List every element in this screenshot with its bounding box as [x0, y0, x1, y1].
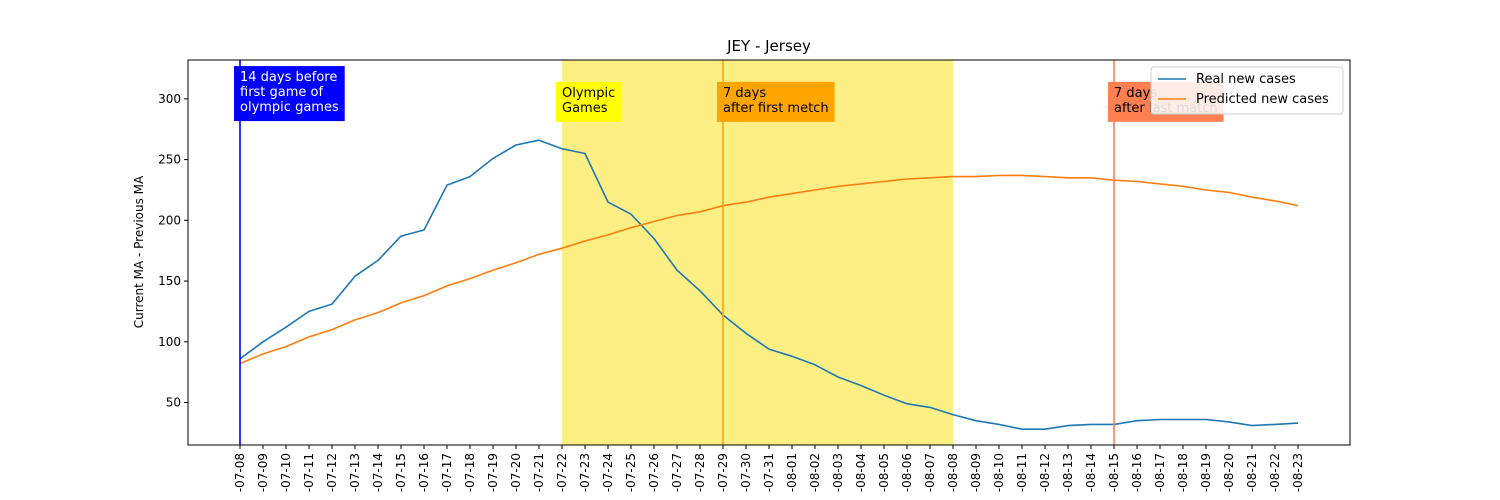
x-tick-label: -07-08: [233, 453, 247, 492]
legend-label-predicted: Predicted new cases: [1196, 92, 1329, 107]
x-tick-label: -08-17: [1153, 453, 1167, 492]
x-tick-label: -07-14: [371, 453, 385, 492]
x-tick-label: -07-23: [578, 453, 592, 492]
legend-frame: [1150, 66, 1344, 115]
x-tick-label: -08-04: [854, 453, 868, 492]
x-tick-label: -08-06: [900, 453, 914, 492]
x-tick-label: -08-01: [785, 453, 799, 492]
legend-label-real: Real new cases: [1196, 72, 1296, 87]
annotation-olympic-games-text: Games: [562, 101, 608, 116]
y-tick-label: 150: [158, 274, 181, 288]
chart-title: JEY - Jersey: [726, 37, 811, 55]
x-tick-label: -08-11: [1015, 453, 1029, 492]
x-tick-label: -08-08: [946, 453, 960, 492]
x-tick-label: -07-16: [417, 453, 431, 492]
series-line-predicted: [239, 174, 1299, 365]
x-tick-label: -07-21: [532, 453, 546, 492]
x-tick-label: -07-25: [624, 453, 638, 492]
annotation-after-first-match-box: [717, 81, 835, 122]
y-axis-label: Current MA - Previous MA: [132, 175, 146, 328]
annotation-after-last-match-text: 7 days: [1114, 86, 1157, 101]
annotation-before-games-text: 14 days before: [240, 70, 337, 85]
x-tick-label: -08-22: [1268, 453, 1282, 492]
annotation-olympic-games-box: [556, 81, 622, 122]
x-tick-label: -08-14: [1084, 453, 1098, 492]
series-layer: [239, 139, 1299, 431]
x-tick-label: -08-09: [969, 453, 983, 492]
x-tick-label: -07-22: [555, 453, 569, 492]
x-tick-label: -08-15: [1107, 453, 1121, 492]
annotation-after-first-match-text: after first metch: [723, 101, 829, 116]
x-tick-label: -07-12: [325, 453, 339, 492]
annotation-after-first-match-text: 7 days: [723, 86, 766, 101]
x-tick-label: -08-16: [1130, 453, 1144, 492]
x-tick-label: -07-09: [256, 453, 270, 492]
annotation-before-games-text: olympic games: [240, 100, 339, 115]
y-tick-label: 50: [166, 395, 181, 409]
olympic-period-shading: [562, 60, 953, 445]
x-tick-label: -07-18: [463, 453, 477, 492]
x-tick-label: -07-28: [693, 453, 707, 492]
x-tick-label: -08-05: [877, 453, 891, 492]
annotation-olympic-games-text: Olympic: [562, 86, 615, 101]
x-tick-label: -08-12: [1038, 453, 1052, 492]
y-axis: 50 100 150 200 250 300: [158, 92, 188, 409]
shaded-region: [562, 60, 953, 445]
x-tick-label: -07-19: [486, 453, 500, 492]
series-line-real: [239, 139, 1299, 431]
x-tick-label: -07-11: [302, 453, 316, 492]
x-tick-label: -07-10: [279, 453, 293, 492]
x-tick-label: -07-27: [670, 453, 684, 492]
x-tick-label: -08-19: [1199, 453, 1213, 492]
x-tick-label: -07-26: [647, 453, 661, 492]
event-lines: [239, 60, 1115, 445]
x-tick-label: -08-03: [831, 453, 845, 492]
x-tick-label: -08-02: [808, 453, 822, 492]
x-axis: -07-08 -07-09 -07-10 -07-11 -07-12 -07-13 -07-…: [233, 445, 1305, 492]
x-tick-label: -07-13: [348, 453, 362, 492]
x-tick-label: -08-21: [1245, 453, 1259, 492]
annotation-before-games-text: first game of: [240, 85, 324, 100]
x-tick-label: -08-13: [1061, 453, 1075, 492]
x-tick-label: -07-15: [394, 453, 408, 492]
x-tick-label: -07-24: [601, 453, 615, 492]
y-tick-label: 100: [158, 335, 181, 349]
x-tick-label: -08-20: [1222, 453, 1236, 492]
x-tick-label: -07-31: [762, 453, 776, 492]
y-tick-label: 300: [158, 92, 181, 106]
x-tick-label: -07-30: [739, 453, 753, 492]
annotation-before-games-box: [234, 66, 345, 122]
x-tick-label: -07-29: [716, 453, 730, 492]
x-tick-label: -08-18: [1176, 453, 1190, 492]
y-tick-label: 200: [158, 213, 181, 227]
x-tick-label: -07-20: [509, 453, 523, 492]
legend: Real new cases Predicted new cases: [1150, 66, 1344, 115]
x-tick-label: -08-07: [923, 453, 937, 492]
x-tick-label: -08-10: [992, 453, 1006, 492]
y-tick-label: 250: [158, 153, 181, 167]
x-tick-label: -07-17: [440, 453, 454, 492]
x-tick-label: -08-23: [1291, 453, 1305, 492]
